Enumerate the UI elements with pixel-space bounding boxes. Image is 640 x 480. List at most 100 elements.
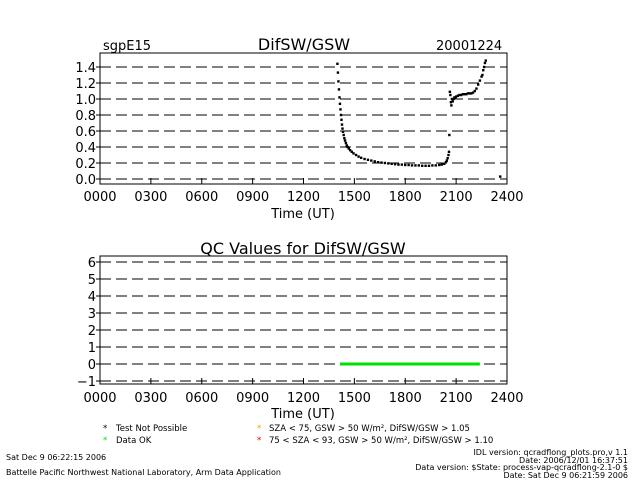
chart2-x-tick-labels: 0000 0300 0600 0900 1200 1500 1800 2100 2400 <box>83 391 523 406</box>
data-point <box>340 123 344 126</box>
footer-data-version: Data version: $State: process-vap-qcradf… <box>415 463 628 472</box>
data-point <box>390 162 393 165</box>
data-point <box>354 153 358 157</box>
data-point <box>470 92 473 95</box>
chart2-title: QC Values for DifSW/GSW <box>200 239 406 258</box>
data-point <box>343 139 347 142</box>
chart1-y-tick-labels: 0.00.20.40.60.81.01.21.4 <box>75 61 96 188</box>
data-point <box>336 62 339 65</box>
x-tick-label: 0600 <box>185 391 218 406</box>
x-tick-label: 1500 <box>338 391 371 406</box>
data-point <box>443 162 446 165</box>
legend-label-data-ok: Data OK <box>116 436 152 446</box>
data-point <box>447 150 451 153</box>
data-point <box>340 118 343 121</box>
y-tick-label: 0.6 <box>75 125 96 140</box>
legend-symbol-sza-75: * <box>257 424 261 434</box>
x-tick-label: 0900 <box>236 190 269 205</box>
data-point <box>480 75 483 78</box>
data-point <box>463 93 466 96</box>
qc-values-chart: QC Values for DifSW/GSW −1 0 1 2 3 4 5 6 0000 03… <box>77 239 524 422</box>
data-point <box>458 93 461 97</box>
data-point <box>499 175 502 178</box>
x-tick-label: 2400 <box>490 190 523 205</box>
data-point <box>336 71 340 74</box>
data-point <box>434 164 437 167</box>
data-point <box>450 104 453 107</box>
data-point <box>347 147 350 150</box>
data-point <box>407 163 410 167</box>
y-tick-label: 1 <box>88 341 96 356</box>
data-point <box>476 83 480 86</box>
data-point <box>427 164 431 167</box>
data-point <box>342 133 345 137</box>
data-point <box>481 73 484 77</box>
data-point <box>484 59 488 62</box>
data-point <box>410 164 414 167</box>
difsw-gsw-chart: DifSW/GSW 0.00.20.40.60.81.01.21.4 0000 0… <box>75 35 523 222</box>
x-tick-label: 0000 <box>83 190 116 205</box>
data-point <box>449 101 453 104</box>
data-point <box>475 87 478 90</box>
chart2-y-tick-labels: −1 0 1 2 3 4 5 6 <box>77 256 96 390</box>
data-point <box>357 155 360 158</box>
data-point <box>341 127 344 130</box>
data-point <box>473 89 476 93</box>
y-tick-label: 0.0 <box>75 173 96 188</box>
y-tick-label: 4 <box>88 290 96 305</box>
chart1-frame <box>99 52 508 185</box>
data-point <box>471 91 475 94</box>
legend-label-sza-75-93: 75 < SZA < 93, GSW > 50 W/m², DifSW/GSW … <box>269 436 493 446</box>
data-point <box>348 149 352 152</box>
y-tick-label: 0.4 <box>75 141 96 156</box>
footer-idl-version: IDL version: qcradflong_plots.pro,v 1.1 <box>473 448 628 457</box>
data-point <box>431 164 434 167</box>
y-tick-label: 1.2 <box>75 77 96 92</box>
data-point <box>414 164 417 167</box>
chart1-data-points <box>336 59 502 178</box>
data-point <box>400 163 404 166</box>
legend-label-sza-75: SZA < 75, GSW > 50 W/m², DifSW/GSW > 1.0… <box>269 424 470 434</box>
x-tick-label: 2100 <box>440 190 473 205</box>
data-point <box>366 158 370 161</box>
legend: * Test Not Possible * Data OK * SZA < 75… <box>103 424 493 446</box>
chart1-gridlines <box>96 66 508 184</box>
footer-run-date: Date: Sat Dec 9 06:21:59 2006 <box>503 471 628 480</box>
data-point <box>343 137 346 140</box>
x-tick-label: 1200 <box>287 391 320 406</box>
x-tick-label: 0000 <box>83 391 116 406</box>
data-point <box>397 163 400 166</box>
y-tick-label: 0 <box>88 358 96 373</box>
data-point <box>449 93 452 97</box>
x-tick-label: 0300 <box>134 391 167 406</box>
data-point <box>482 69 485 72</box>
data-point <box>448 133 451 137</box>
data-point <box>454 97 457 100</box>
y-tick-label: 0.2 <box>75 157 96 172</box>
footer-generated-date: Sat Dec 9 06:22:15 2006 <box>6 453 106 462</box>
data-point <box>393 163 397 166</box>
y-tick-label: 3 <box>88 307 96 322</box>
x-tick-label: 0600 <box>185 190 218 205</box>
x-tick-label: 2400 <box>490 391 523 406</box>
data-point <box>376 161 380 164</box>
data-point <box>468 92 471 95</box>
data-point <box>482 65 486 69</box>
chart1-x-axis-label: Time (UT) <box>270 207 335 222</box>
x-tick-label: 1800 <box>389 190 422 205</box>
data-point <box>450 97 454 101</box>
x-tick-label: 1500 <box>338 190 371 205</box>
data-point <box>339 113 343 117</box>
data-point <box>380 161 383 164</box>
y-tick-label: 2 <box>88 324 96 339</box>
data-point <box>440 163 443 166</box>
data-point <box>383 161 387 165</box>
data-point <box>452 97 455 101</box>
data-point <box>359 156 363 159</box>
data-point <box>338 102 342 105</box>
data-point <box>478 79 482 82</box>
data-point <box>460 93 463 97</box>
data-point <box>446 157 449 160</box>
x-tick-label: 0900 <box>236 391 269 406</box>
data-point <box>346 145 349 149</box>
